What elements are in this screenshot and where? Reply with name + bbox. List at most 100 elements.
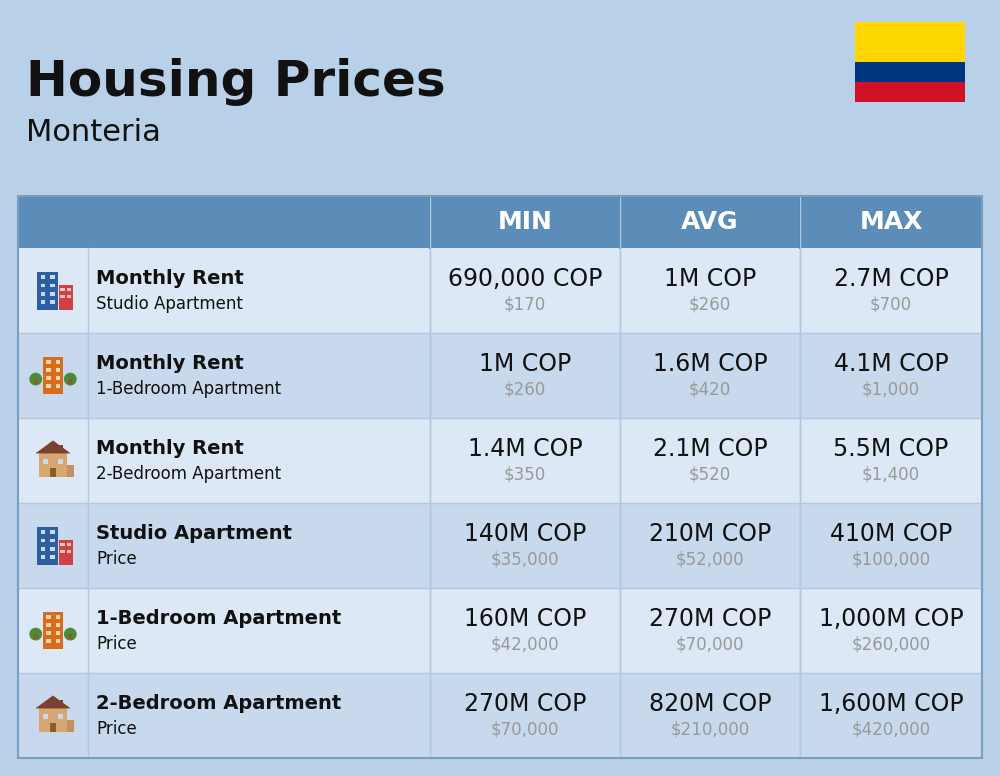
FancyBboxPatch shape <box>56 623 60 627</box>
Text: Housing Prices: Housing Prices <box>26 58 446 106</box>
FancyBboxPatch shape <box>50 556 55 559</box>
Text: $420: $420 <box>689 380 731 398</box>
Text: $35,000: $35,000 <box>491 550 559 568</box>
Text: 210M COP: 210M COP <box>649 521 771 546</box>
FancyBboxPatch shape <box>60 288 65 291</box>
Text: 1M COP: 1M COP <box>479 352 571 376</box>
Text: 1-Bedroom Apartment: 1-Bedroom Apartment <box>96 380 281 398</box>
FancyBboxPatch shape <box>59 285 73 310</box>
FancyBboxPatch shape <box>60 295 65 298</box>
FancyBboxPatch shape <box>41 292 45 296</box>
FancyBboxPatch shape <box>46 376 51 379</box>
FancyBboxPatch shape <box>34 634 38 639</box>
Text: $1,000: $1,000 <box>862 380 920 398</box>
FancyBboxPatch shape <box>46 631 51 635</box>
Text: 5.5M COP: 5.5M COP <box>833 437 949 461</box>
FancyBboxPatch shape <box>34 379 38 383</box>
Text: AVG: AVG <box>681 210 739 234</box>
Text: $350: $350 <box>504 466 546 483</box>
FancyBboxPatch shape <box>39 708 67 732</box>
Text: Price: Price <box>96 550 137 568</box>
FancyBboxPatch shape <box>18 196 982 248</box>
Text: $700: $700 <box>870 296 912 314</box>
Text: 1,000M COP: 1,000M COP <box>819 607 963 631</box>
FancyBboxPatch shape <box>43 459 48 464</box>
FancyBboxPatch shape <box>18 503 982 588</box>
Text: $42,000: $42,000 <box>491 636 559 653</box>
FancyBboxPatch shape <box>50 292 55 296</box>
FancyBboxPatch shape <box>67 295 71 298</box>
FancyBboxPatch shape <box>18 333 982 418</box>
FancyBboxPatch shape <box>41 539 45 542</box>
Text: $520: $520 <box>689 466 731 483</box>
Text: 690,000 COP: 690,000 COP <box>448 267 602 290</box>
FancyBboxPatch shape <box>41 530 45 534</box>
FancyBboxPatch shape <box>56 376 60 379</box>
Text: Monthly Rent: Monthly Rent <box>96 439 244 458</box>
FancyBboxPatch shape <box>43 714 48 719</box>
FancyBboxPatch shape <box>41 547 45 551</box>
FancyBboxPatch shape <box>50 547 55 551</box>
Text: $260: $260 <box>689 296 731 314</box>
FancyBboxPatch shape <box>56 615 60 619</box>
FancyBboxPatch shape <box>56 631 60 635</box>
FancyBboxPatch shape <box>41 284 45 287</box>
FancyBboxPatch shape <box>39 453 67 477</box>
Text: Monteria: Monteria <box>26 118 161 147</box>
Text: 2-Bedroom Apartment: 2-Bedroom Apartment <box>96 466 281 483</box>
FancyBboxPatch shape <box>855 22 965 62</box>
Text: $260,000: $260,000 <box>851 636 931 653</box>
FancyBboxPatch shape <box>50 722 56 732</box>
FancyBboxPatch shape <box>67 466 74 477</box>
FancyBboxPatch shape <box>46 615 51 619</box>
Text: $170: $170 <box>504 296 546 314</box>
FancyBboxPatch shape <box>56 639 60 643</box>
FancyBboxPatch shape <box>56 369 60 372</box>
FancyBboxPatch shape <box>46 384 51 388</box>
FancyBboxPatch shape <box>50 284 55 287</box>
FancyBboxPatch shape <box>18 588 982 673</box>
FancyBboxPatch shape <box>43 612 63 649</box>
FancyBboxPatch shape <box>56 384 60 388</box>
Text: 140M COP: 140M COP <box>464 521 586 546</box>
Polygon shape <box>35 441 71 453</box>
Bar <box>18 196 982 758</box>
FancyBboxPatch shape <box>60 550 65 553</box>
FancyBboxPatch shape <box>67 542 71 546</box>
FancyBboxPatch shape <box>50 539 55 542</box>
Text: Monthly Rent: Monthly Rent <box>96 269 244 288</box>
FancyBboxPatch shape <box>50 275 55 279</box>
FancyBboxPatch shape <box>18 673 982 758</box>
Text: Studio Apartment: Studio Apartment <box>96 296 243 314</box>
FancyBboxPatch shape <box>67 550 71 553</box>
FancyBboxPatch shape <box>18 418 982 503</box>
Text: Price: Price <box>96 636 137 653</box>
FancyBboxPatch shape <box>46 623 51 627</box>
Text: $420,000: $420,000 <box>851 720 931 739</box>
FancyBboxPatch shape <box>58 714 63 719</box>
FancyBboxPatch shape <box>37 526 58 564</box>
Text: 160M COP: 160M COP <box>464 607 586 631</box>
FancyBboxPatch shape <box>60 542 65 546</box>
Text: 2-Bedroom Apartment: 2-Bedroom Apartment <box>96 694 341 713</box>
Text: 1.4M COP: 1.4M COP <box>468 437 582 461</box>
FancyBboxPatch shape <box>855 62 965 82</box>
Text: Monthly Rent: Monthly Rent <box>96 354 244 373</box>
Text: 1,600M COP: 1,600M COP <box>819 691 963 715</box>
FancyBboxPatch shape <box>60 445 63 451</box>
FancyBboxPatch shape <box>41 300 45 304</box>
Text: 410M COP: 410M COP <box>830 521 952 546</box>
Circle shape <box>30 629 41 639</box>
Text: 820M COP: 820M COP <box>649 691 771 715</box>
Text: 2.1M COP: 2.1M COP <box>653 437 767 461</box>
Text: 270M COP: 270M COP <box>464 691 586 715</box>
Text: MIN: MIN <box>498 210 552 234</box>
FancyBboxPatch shape <box>68 379 72 383</box>
FancyBboxPatch shape <box>18 248 982 333</box>
Text: 1-Bedroom Apartment: 1-Bedroom Apartment <box>96 609 341 628</box>
Circle shape <box>65 629 76 639</box>
Text: $70,000: $70,000 <box>676 636 744 653</box>
Text: 4.1M COP: 4.1M COP <box>834 352 948 376</box>
FancyBboxPatch shape <box>59 540 73 564</box>
FancyBboxPatch shape <box>46 369 51 372</box>
